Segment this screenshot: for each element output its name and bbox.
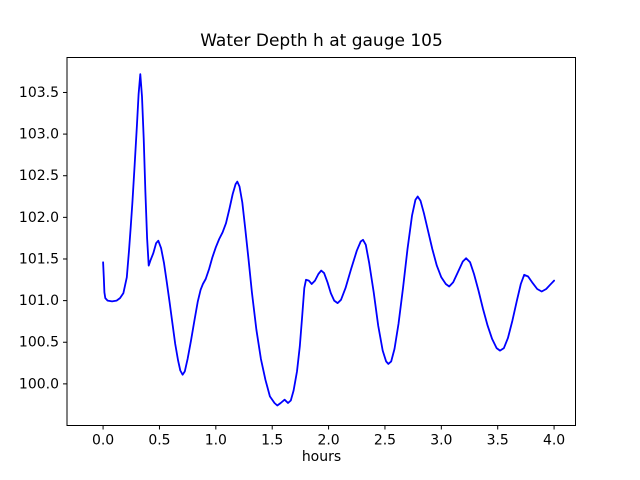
x-tick-label: 2.5 <box>374 433 396 449</box>
chart-title: Water Depth h at gauge 105 <box>200 31 443 51</box>
y-tick-label: 100.0 <box>19 376 59 392</box>
x-tick-label: 4.0 <box>543 433 565 449</box>
x-tick-label: 0.5 <box>148 433 170 449</box>
axes-box <box>66 57 576 426</box>
y-tick-label: 103.5 <box>19 85 59 101</box>
x-tick-label: 1.0 <box>205 433 227 449</box>
x-tick-label: 3.0 <box>430 433 452 449</box>
x-tick-label: 0.0 <box>92 433 114 449</box>
y-tick-label: 102.5 <box>19 168 59 184</box>
y-tick-label: 103.0 <box>19 127 59 143</box>
x-tick-label: 1.5 <box>261 433 283 449</box>
y-tick-label: 101.0 <box>19 293 59 309</box>
y-tick-label: 102.0 <box>19 210 59 226</box>
data-line-h <box>102 73 555 407</box>
y-tick-label: 101.5 <box>19 251 59 267</box>
x-tick-label: 2.0 <box>317 433 339 449</box>
y-tick-label: 100.5 <box>19 335 59 351</box>
x-axis-label: hours <box>301 449 342 465</box>
x-tick-label: 3.5 <box>487 433 509 449</box>
